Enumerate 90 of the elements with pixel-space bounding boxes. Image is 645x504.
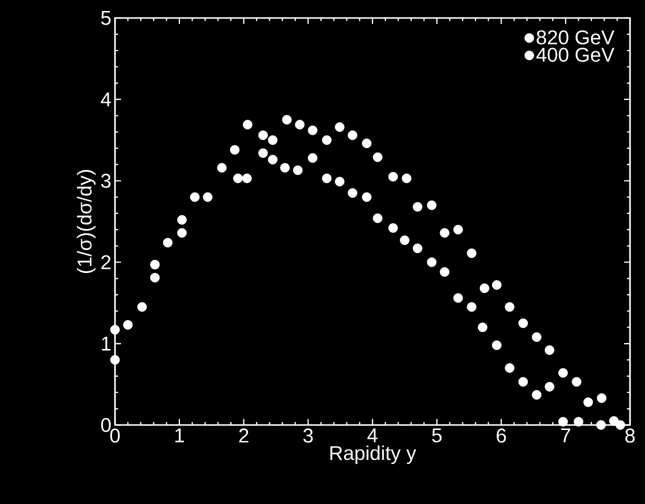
x-tick-label: 6 bbox=[496, 428, 506, 443]
point bbox=[480, 283, 490, 294]
point bbox=[372, 213, 382, 224]
point bbox=[242, 120, 252, 130]
x-tick-label: 8 bbox=[625, 428, 635, 443]
point bbox=[440, 267, 450, 277]
point bbox=[440, 228, 450, 238]
point bbox=[609, 416, 619, 426]
x-tick-label: 3 bbox=[303, 428, 313, 443]
point bbox=[177, 215, 187, 225]
point bbox=[294, 120, 305, 130]
x-tick-label: 2 bbox=[239, 428, 248, 442]
point bbox=[504, 302, 514, 312]
y-tick-label: 3 bbox=[101, 174, 111, 188]
point bbox=[322, 174, 332, 184]
point bbox=[230, 145, 240, 155]
point bbox=[583, 397, 593, 407]
point bbox=[258, 148, 268, 158]
point bbox=[293, 165, 303, 175]
point bbox=[348, 130, 358, 140]
point bbox=[150, 272, 160, 282]
point bbox=[362, 192, 372, 202]
point bbox=[110, 355, 120, 365]
point bbox=[492, 340, 502, 350]
point bbox=[268, 154, 278, 164]
point bbox=[596, 420, 606, 430]
point bbox=[280, 162, 290, 173]
point bbox=[453, 293, 463, 303]
point bbox=[137, 302, 147, 312]
y-tick-label: 1 bbox=[102, 336, 111, 350]
point bbox=[388, 172, 398, 182]
point bbox=[544, 345, 554, 355]
point bbox=[150, 260, 160, 270]
point bbox=[518, 318, 528, 328]
point bbox=[362, 138, 372, 148]
point bbox=[426, 257, 437, 267]
x-tick-label: 5 bbox=[432, 428, 442, 442]
point bbox=[504, 363, 514, 373]
point bbox=[412, 202, 422, 212]
point bbox=[308, 153, 318, 163]
y-axis-title: (1/σ)(dσ/dy) bbox=[76, 170, 96, 273]
point bbox=[532, 390, 542, 400]
point bbox=[453, 224, 463, 234]
point bbox=[478, 322, 488, 332]
point bbox=[574, 416, 584, 427]
point bbox=[412, 244, 422, 254]
point bbox=[190, 192, 200, 202]
point bbox=[242, 174, 252, 184]
point bbox=[426, 200, 437, 210]
point bbox=[202, 192, 212, 202]
point bbox=[400, 235, 410, 245]
point bbox=[558, 416, 568, 427]
point bbox=[616, 420, 626, 430]
point bbox=[348, 188, 358, 198]
point bbox=[163, 238, 173, 248]
y-tick-label: 5 bbox=[101, 11, 111, 25]
point bbox=[402, 174, 412, 184]
point bbox=[466, 248, 476, 258]
point bbox=[177, 228, 187, 238]
point bbox=[572, 377, 582, 387]
point bbox=[268, 135, 278, 145]
point bbox=[258, 130, 268, 140]
point bbox=[308, 126, 318, 136]
x-tick-label: 1 bbox=[175, 428, 184, 442]
point bbox=[334, 122, 344, 132]
point bbox=[217, 162, 227, 173]
x-tick-label: 4 bbox=[367, 428, 378, 442]
point bbox=[282, 114, 292, 125]
point bbox=[466, 302, 476, 312]
point bbox=[492, 280, 502, 290]
point bbox=[544, 382, 554, 392]
point bbox=[322, 135, 332, 145]
point bbox=[123, 320, 133, 330]
x-tick-label: 0 bbox=[110, 428, 120, 443]
point bbox=[110, 324, 120, 335]
point bbox=[558, 368, 568, 378]
y-tick-label: 4 bbox=[100, 92, 111, 106]
point bbox=[388, 223, 398, 233]
y-tick-label: 2 bbox=[101, 255, 110, 270]
point bbox=[532, 332, 542, 342]
point bbox=[596, 393, 606, 403]
legend-label: 400 GeV bbox=[536, 48, 614, 62]
x-axis-title: Rapidity y bbox=[330, 445, 416, 464]
point bbox=[334, 176, 344, 186]
point bbox=[233, 174, 243, 184]
x-tick-label: 7 bbox=[561, 428, 570, 442]
legend-label: 820 GeV bbox=[536, 30, 614, 44]
point bbox=[518, 377, 528, 387]
point bbox=[372, 152, 382, 162]
y-tick-label: 0 bbox=[101, 418, 111, 432]
